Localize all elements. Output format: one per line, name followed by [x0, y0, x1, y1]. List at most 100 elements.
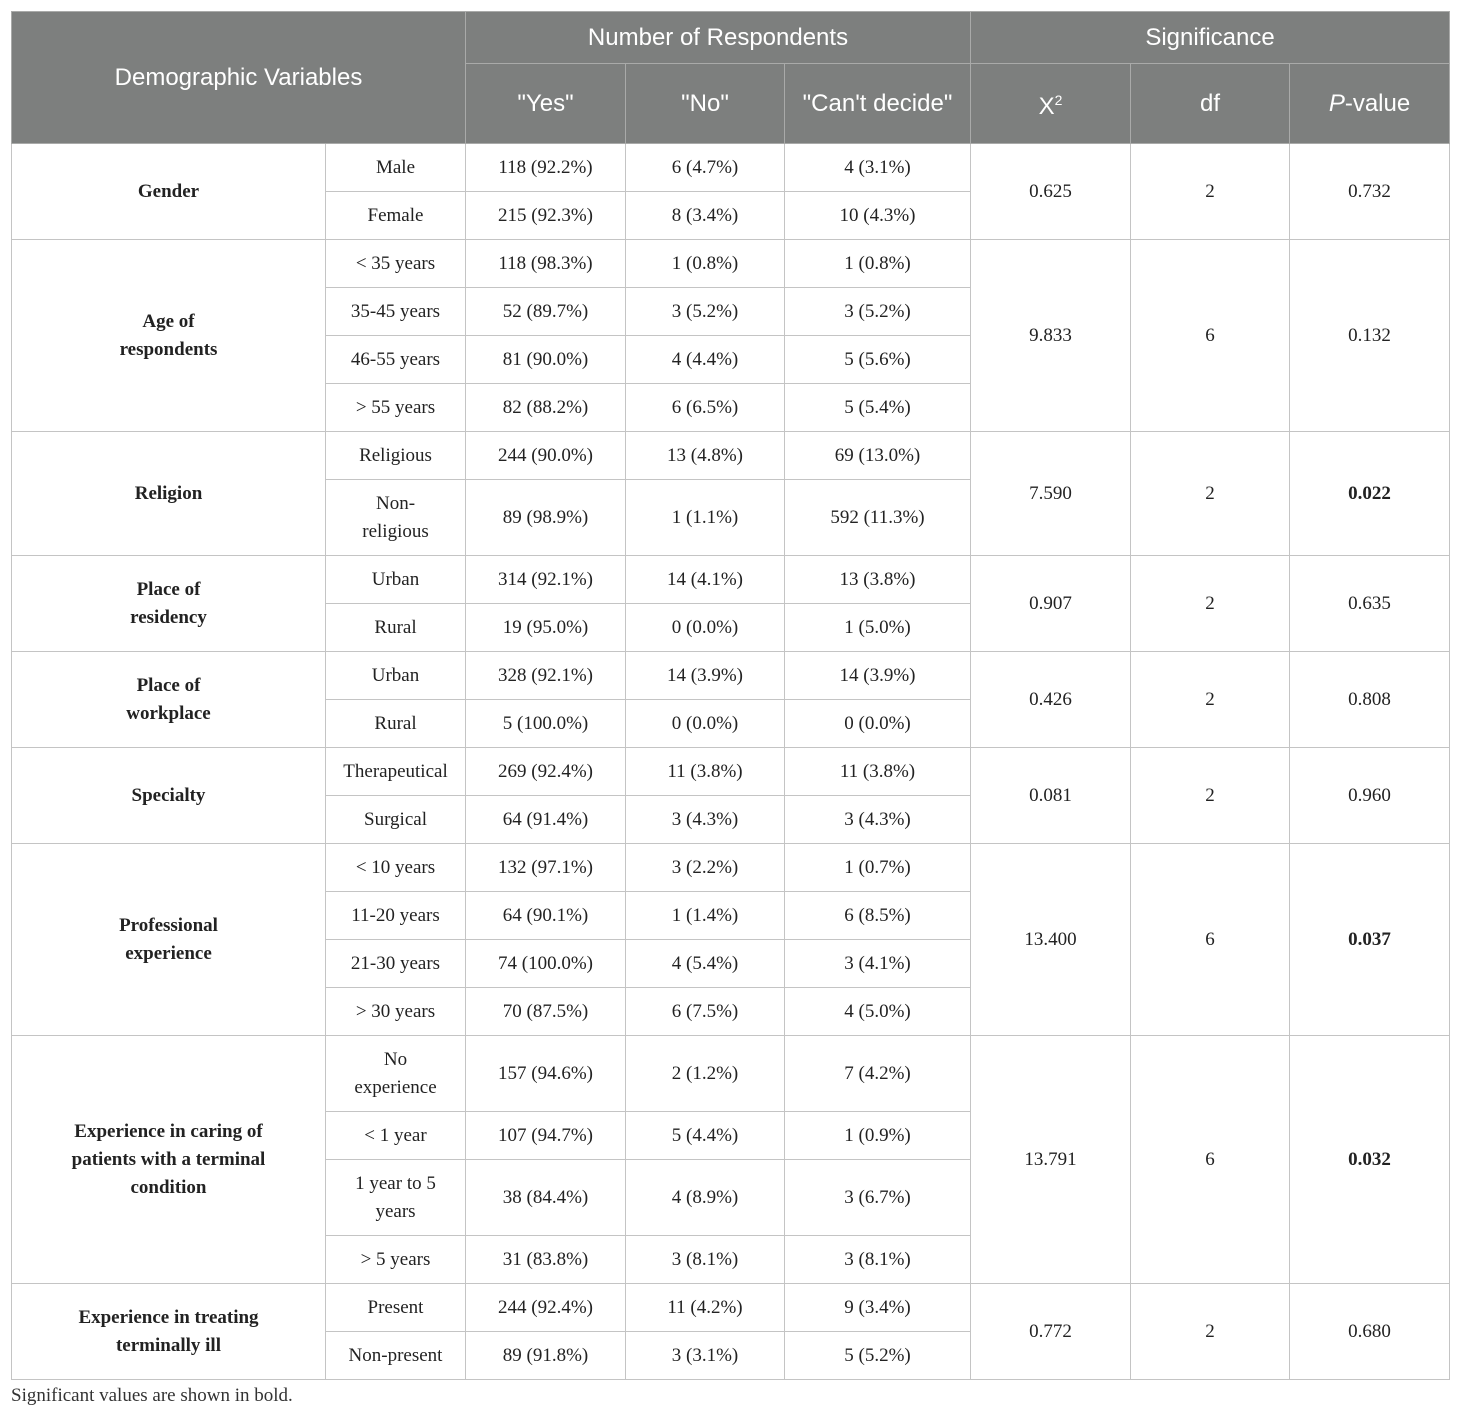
category-cell: Therapeutical [325, 747, 466, 796]
category-cell: 46-55 years [325, 335, 466, 384]
category-cell: 35-45 years [325, 287, 466, 336]
demographic-variable: Gender [11, 143, 326, 240]
demographic-variable: Experience in caring of patients with a … [11, 1035, 326, 1284]
p-value-cell: 0.132 [1289, 239, 1451, 432]
p-value-cell: 0.680 [1289, 1283, 1451, 1380]
cant-decide-cell: 3 (6.7%) [783, 1159, 972, 1236]
table-row: Place of residency Urban 314 (92.1%) 14 (4.… [11, 555, 1451, 652]
chi-sup: 2 [1054, 92, 1063, 108]
no-cell: 11 (4.2%) [625, 1283, 785, 1332]
demographic-variable-text: Professional experience [119, 914, 218, 964]
category-cell: Urban [325, 651, 466, 700]
df-cell: 6 [1130, 1035, 1291, 1284]
df-cell: 2 [1130, 1283, 1291, 1380]
category-cell: Religious [325, 431, 466, 480]
p-value-cell: 0.732 [1289, 143, 1451, 240]
table-row: > 5 years 31 (83.8%) 3 (8.1%) 3 (8.1%) [12, 1235, 1450, 1284]
results-table-container: Demographic Variables Number of Responde… [11, 11, 1451, 1380]
no-cell: 3 (8.1%) [625, 1235, 785, 1284]
category-cell: < 35 years [325, 239, 466, 288]
no-cell: 8 (3.4%) [625, 191, 785, 240]
header-row-sub: "Yes" "No" "Can't decide" X2 df P-value [12, 63, 1451, 144]
yes-cell: 82 (88.2%) [465, 383, 626, 432]
p-value-cell: 0.635 [1289, 555, 1451, 652]
header-row-top: Demographic Variables Number of Responde… [11, 11, 1451, 144]
demographic-variable: Experience in treating terminally ill [11, 1283, 326, 1380]
results-table: Demographic Variables Number of Responde… [11, 11, 1451, 1380]
header-yes: "Yes" [465, 63, 626, 144]
header-cant-decide: "Can't decide" [783, 63, 972, 144]
yes-cell: 52 (89.7%) [465, 287, 626, 336]
table-row: Rural 5 (100.0%) 0 (0.0%) 0 (0.0%) [12, 699, 1450, 748]
yes-cell: 132 (97.1%) [465, 843, 626, 892]
category-cell: Rural [325, 699, 466, 748]
cant-decide-cell: 14 (3.9%) [783, 651, 972, 700]
chi-square-cell: 0.772 [970, 1283, 1132, 1380]
cant-decide-cell: 3 (4.1%) [783, 939, 972, 988]
yes-cell: 38 (84.4%) [465, 1159, 626, 1236]
table-row: Place of workplace Urban 328 (92.1%) 14 (3.… [11, 651, 1451, 748]
cant-decide-cell: 0 (0.0%) [783, 699, 972, 748]
category-cell-text: Non-religious [362, 492, 429, 542]
category-cell: Male [325, 143, 466, 192]
yes-cell: 314 (92.1%) [465, 555, 626, 604]
p-value-cell: 0.022 [1289, 431, 1451, 556]
table-row: Religion Religious 244 (90.0%) 13 (4.8%) 69 … [11, 431, 1451, 556]
demographic-variable-text: Experience in treating terminally ill [78, 1306, 259, 1356]
df-cell: 2 [1130, 651, 1291, 748]
demographic-variable: Professional experience [11, 843, 326, 1036]
yes-cell: 157 (94.6%) [465, 1035, 626, 1112]
demographic-variable: Place of workplace [11, 651, 326, 748]
table-row: Non-present 89 (91.8%) 3 (3.1%) 5 (5.2%) [12, 1331, 1450, 1380]
no-cell: 3 (3.1%) [625, 1331, 785, 1380]
category-cell: 21-30 years [325, 939, 466, 988]
cant-decide-cell: 1 (0.8%) [783, 239, 972, 288]
cant-decide-cell: 10 (4.3%) [783, 191, 972, 240]
header-no: "No" [625, 63, 785, 144]
cant-decide-cell: 4 (5.0%) [783, 987, 972, 1036]
category-cell: Urban [325, 555, 466, 604]
category-cell: Non-present [325, 1331, 466, 1380]
no-cell: 14 (4.1%) [625, 555, 785, 604]
table-row: Rural 19 (95.0%) 0 (0.0%) 1 (5.0%) [12, 603, 1450, 652]
category-cell: > 5 years [325, 1235, 466, 1284]
cant-decide-cell: 7 (4.2%) [783, 1035, 972, 1112]
no-cell: 6 (7.5%) [625, 987, 785, 1036]
cant-decide-cell: 5 (5.6%) [783, 335, 972, 384]
no-cell: 1 (1.4%) [625, 891, 785, 940]
df-cell: 2 [1130, 555, 1291, 652]
p-italic: P [1328, 89, 1345, 117]
category-cell: No experience [325, 1035, 466, 1112]
table-row: Female 215 (92.3%) 8 (3.4%) 10 (4.3%) [12, 191, 1450, 240]
no-cell: 14 (3.9%) [625, 651, 785, 700]
table-row: Professional experience < 10 years 132 (97… [11, 843, 1451, 1036]
yes-cell: 118 (98.3%) [465, 239, 626, 288]
cant-decide-cell: 11 (3.8%) [783, 747, 972, 796]
table-row: 21-30 years 74 (100.0%) 4 (5.4%) 3 (4.1%) [12, 939, 1450, 988]
no-cell: 0 (0.0%) [625, 603, 785, 652]
demographic-variable-text: Experience in caring of patients with a … [71, 1120, 266, 1198]
yes-cell: 81 (90.0%) [465, 335, 626, 384]
yes-cell: 107 (94.7%) [465, 1111, 626, 1160]
header-demographic-variables: Demographic Variables [11, 11, 466, 144]
no-cell: 3 (4.3%) [625, 795, 785, 844]
yes-cell: 118 (92.2%) [465, 143, 626, 192]
table-row: Experience in caring of patients with a … [11, 1035, 1451, 1284]
no-cell: 5 (4.4%) [625, 1111, 785, 1160]
no-cell: 6 (6.5%) [625, 383, 785, 432]
p-value-cell: 0.960 [1289, 747, 1451, 844]
table-row: Surgical 64 (91.4%) 3 (4.3%) 3 (4.3%) [12, 795, 1450, 844]
table-row: Experience in treating terminally ill Pre… [11, 1283, 1451, 1380]
p-value-cell: 0.037 [1289, 843, 1451, 1036]
category-cell: Female [325, 191, 466, 240]
table-footnote: Significant values are shown in bold. [11, 1385, 293, 1406]
header-significance: Significance [970, 11, 1451, 64]
demographic-variable: Specialty [11, 747, 326, 844]
cant-decide-cell: 3 (5.2%) [783, 287, 972, 336]
demographic-variable: Place of residency [11, 555, 326, 652]
p-rest: -value [1344, 89, 1411, 117]
yes-cell: 89 (91.8%) [465, 1331, 626, 1380]
yes-cell: 215 (92.3%) [465, 191, 626, 240]
yes-cell: 244 (92.4%) [465, 1283, 626, 1332]
chi-square-cell: 13.791 [970, 1035, 1132, 1284]
